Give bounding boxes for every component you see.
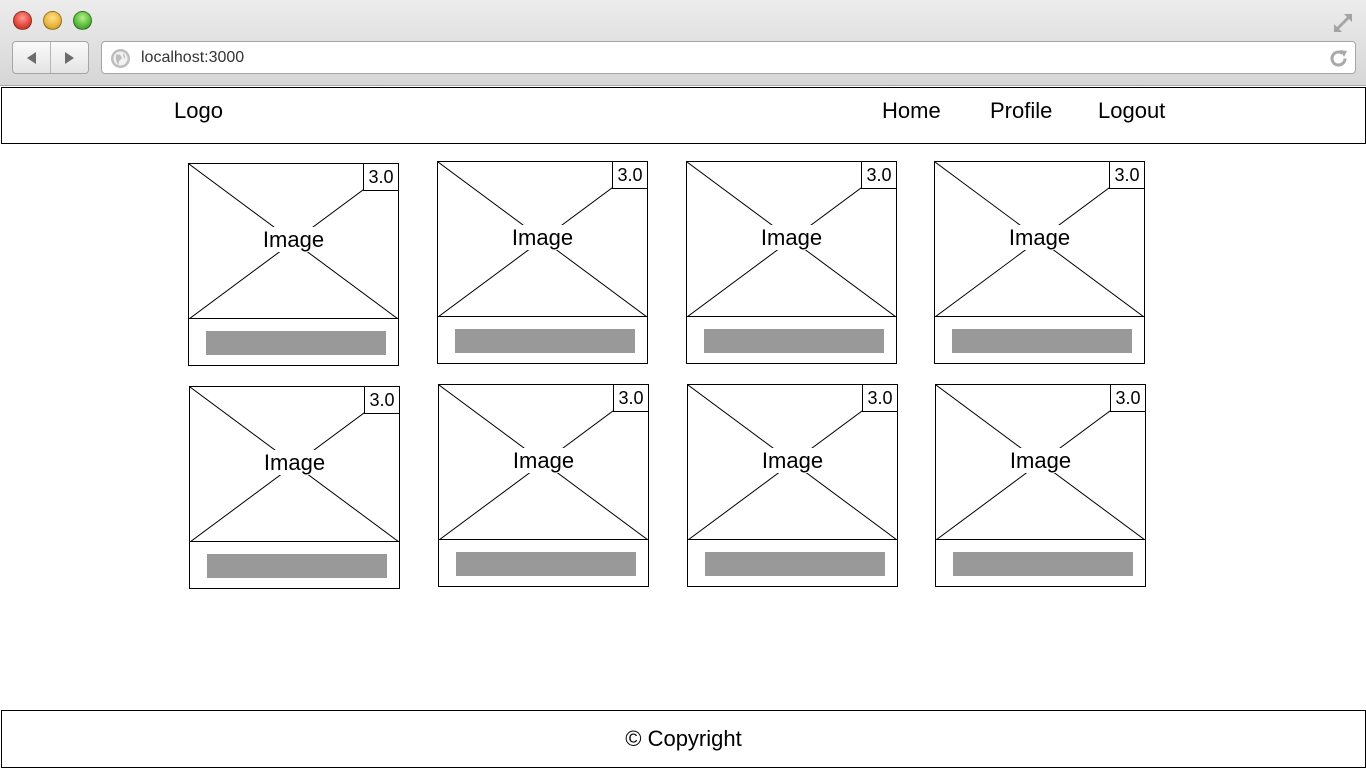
image-placeholder: Image 3.0 xyxy=(688,385,897,540)
image-label: Image xyxy=(755,448,830,473)
image-label: Image xyxy=(1003,448,1078,473)
url-text[interactable]: localhost:3000 xyxy=(141,49,245,66)
card-3[interactable]: Image 3.0 xyxy=(686,161,897,364)
browser-chrome: localhost:3000 xyxy=(0,0,1366,86)
nav-logout-link[interactable]: Logout xyxy=(1098,98,1166,123)
rating-badge: 3.0 xyxy=(612,162,647,189)
image-label: Image xyxy=(754,225,829,250)
card-5[interactable]: Image 3.0 xyxy=(189,386,400,589)
title-placeholder-bar xyxy=(206,331,386,355)
image-placeholder: Image 3.0 xyxy=(439,385,648,540)
title-placeholder-bar xyxy=(953,552,1133,576)
image-label: Image xyxy=(257,450,332,475)
image-label: Image xyxy=(256,227,331,252)
minimize-window-icon[interactable] xyxy=(43,11,62,30)
rating-badge: 3.0 xyxy=(862,385,897,412)
site-footer: © Copyright xyxy=(1,710,1366,768)
title-placeholder-bar xyxy=(705,552,885,576)
title-placeholder-bar xyxy=(704,329,884,353)
site-header: Logo Home Profile Logout xyxy=(1,87,1366,144)
history-buttons xyxy=(12,41,89,74)
title-placeholder-bar xyxy=(456,552,636,576)
window-controls xyxy=(13,11,92,30)
card-8[interactable]: Image 3.0 xyxy=(935,384,1146,587)
back-button[interactable] xyxy=(13,42,50,73)
card-1[interactable]: Image 3.0 xyxy=(188,163,399,366)
image-placeholder: Image 3.0 xyxy=(189,164,398,319)
rating-badge: 3.0 xyxy=(861,162,896,189)
rating-badge: 3.0 xyxy=(364,387,399,414)
zoom-window-icon[interactable] xyxy=(73,11,92,30)
reload-icon[interactable] xyxy=(1328,48,1349,69)
rating-badge: 3.0 xyxy=(1110,385,1145,412)
nav-profile-link[interactable]: Profile xyxy=(990,98,1053,123)
image-placeholder: Image 3.0 xyxy=(190,387,399,542)
image-label: Image xyxy=(1002,225,1077,250)
copyright-text: © Copyright xyxy=(625,726,742,751)
image-placeholder: Image 3.0 xyxy=(687,162,896,317)
nav-home-link[interactable]: Home xyxy=(882,98,941,123)
address-bar[interactable]: localhost:3000 xyxy=(101,41,1356,74)
image-placeholder: Image 3.0 xyxy=(935,162,1144,317)
title-placeholder-bar xyxy=(455,329,635,353)
image-label: Image xyxy=(506,448,581,473)
image-placeholder: Image 3.0 xyxy=(438,162,647,317)
forward-button[interactable] xyxy=(50,42,88,73)
card-4[interactable]: Image 3.0 xyxy=(934,161,1145,364)
forward-arrow-icon xyxy=(65,51,74,64)
title-placeholder-bar xyxy=(207,554,387,578)
image-label: Image xyxy=(505,225,580,250)
logo[interactable]: Logo xyxy=(174,98,223,123)
image-placeholder: Image 3.0 xyxy=(936,385,1145,540)
card-6[interactable]: Image 3.0 xyxy=(438,384,649,587)
rating-badge: 3.0 xyxy=(1109,162,1144,189)
back-arrow-icon xyxy=(27,51,36,64)
globe-icon xyxy=(110,48,131,69)
title-placeholder-bar xyxy=(952,329,1132,353)
rating-badge: 3.0 xyxy=(613,385,648,412)
rating-badge: 3.0 xyxy=(363,164,398,191)
close-window-icon[interactable] xyxy=(13,11,32,30)
card-2[interactable]: Image 3.0 xyxy=(437,161,648,364)
fullscreen-icon[interactable] xyxy=(1332,12,1354,34)
card-7[interactable]: Image 3.0 xyxy=(687,384,898,587)
